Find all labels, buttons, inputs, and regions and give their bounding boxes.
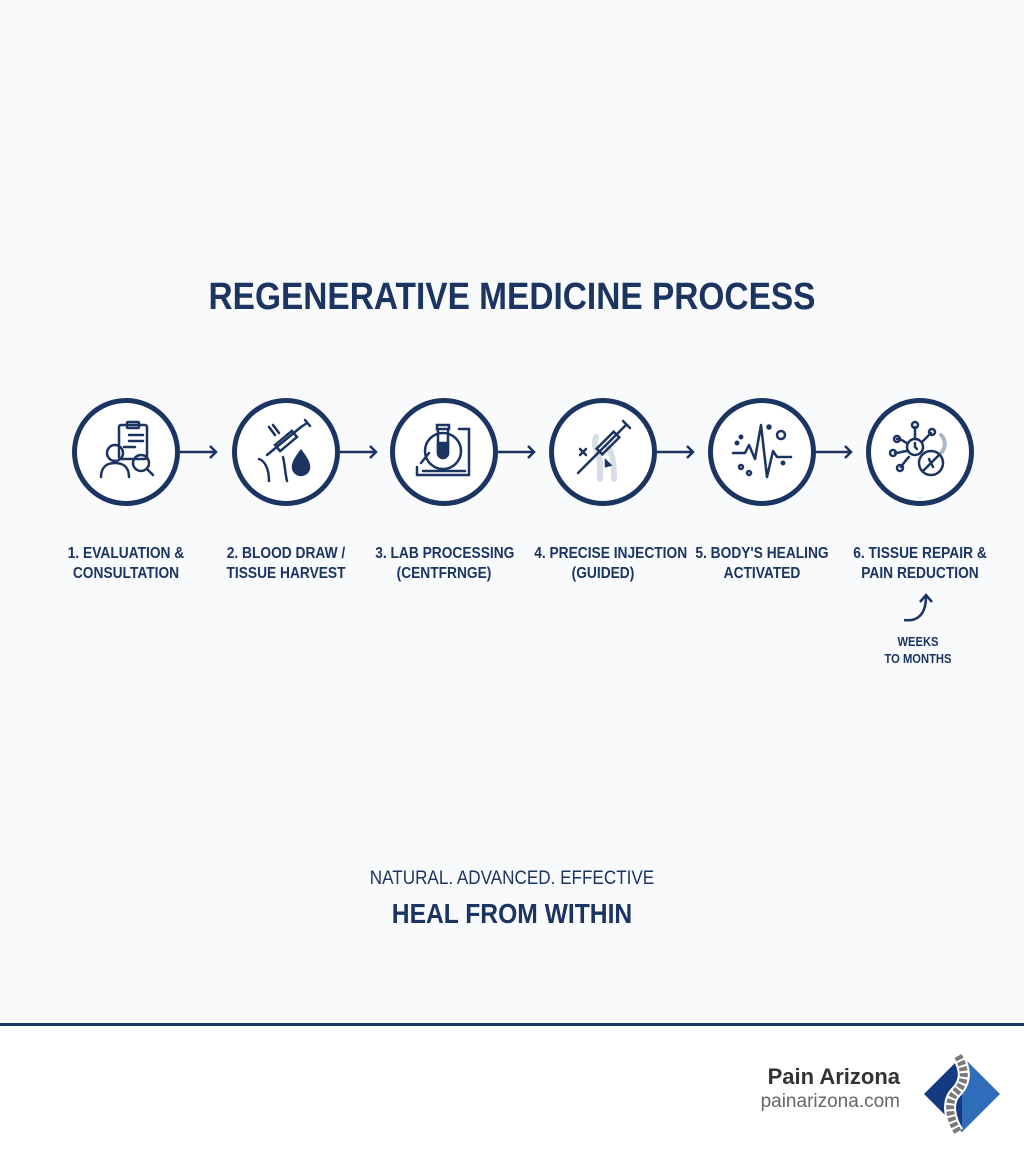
timeline-note: WEEKS TO MONTHS [858,592,978,667]
page-title: REGENERATIVE MEDICINE PROCESS [208,276,816,318]
brand-url[interactable]: painarizona.com [760,1091,900,1112]
brand: Pain Arizona painarizona.com [761,1064,900,1113]
step-label: 5. BODY'S HEALING ACTIVATED [695,545,829,582]
footer-divider [0,1023,1024,1026]
step-label: 1. EVALUATION & CONSULTATION [67,545,185,582]
step-label: 6. TISSUE REPAIR & PAIN REDUCTION [853,545,987,582]
step-blood-draw: 2. BLOOD DRAW / TISSUE HARVEST [206,398,366,584]
arrow-right-icon [180,445,218,459]
arrow-right-icon [498,445,536,459]
syringe-blood-drop-icon [257,418,312,483]
centrifuge-test-tube-icon [415,423,471,477]
step-circle [866,398,974,506]
step-label: 2. BLOOD DRAW / TISSUE HARVEST [226,545,346,582]
step-circle [390,398,498,506]
tagline: NATURAL. ADVANCED. EFFECTIVE [369,868,655,889]
clipboard-person-magnifier-icon [99,420,155,479]
step-circle [72,398,180,506]
step-evaluation: 1. EVALUATION & CONSULTATION [46,398,206,584]
step-tissue-repair: 6. TISSUE REPAIR & PAIN REDUCTION [840,398,1000,584]
step-injection: 4. PRECISE INJECTION (GUIDED) [523,398,688,584]
arrow-right-icon [657,445,695,459]
headline: HEAL FROM WITHIN [391,898,633,929]
arrow-right-icon [340,445,378,459]
curved-arrow-up-icon [903,593,933,622]
brand-name: Pain Arizona [767,1064,900,1089]
syringe-joint-icon [576,419,632,482]
step-circle [549,398,657,506]
step-healing: 5. BODY'S HEALING ACTIVATED [682,398,842,584]
cell-repair-icon [888,420,947,477]
arrow-right-icon [815,445,853,459]
step-label: 3. LAB PROCESSING (CENTFRNGE) [375,545,515,582]
step-circle [708,398,816,506]
step-lab-processing: 3. LAB PROCESSING (CENTFRNGE) [364,398,524,584]
spine-diamond-logo [924,1054,1000,1134]
pulse-wave-icon [731,423,793,479]
step-label: 4. PRECISE INJECTION (GUIDED) [534,545,688,582]
step-circle [232,398,340,506]
footer [0,1026,1024,1154]
